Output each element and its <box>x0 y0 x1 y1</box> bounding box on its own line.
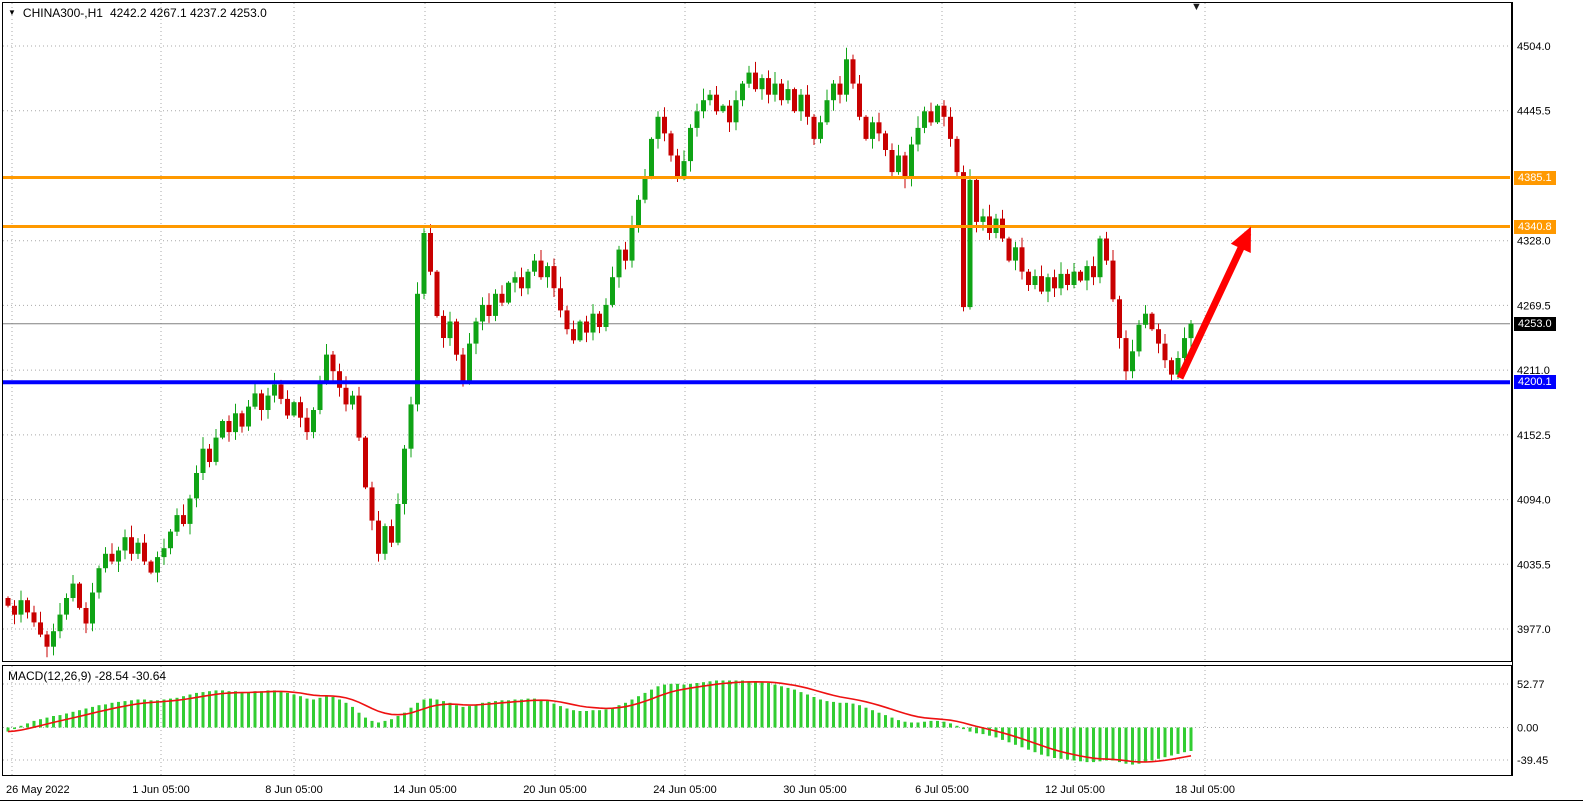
svg-text:4152.5: 4152.5 <box>1517 430 1551 442</box>
svg-text:-39.45: -39.45 <box>1517 755 1548 767</box>
svg-text:4094.0: 4094.0 <box>1517 495 1551 507</box>
svg-text:12 Jul 05:00: 12 Jul 05:00 <box>1045 784 1105 796</box>
price-level-badge-4340: 4340.8 <box>1514 220 1556 234</box>
svg-text:3977.0: 3977.0 <box>1517 624 1551 636</box>
svg-text:30 Jun 05:00: 30 Jun 05:00 <box>783 784 847 796</box>
svg-text:4211.0: 4211.0 <box>1517 365 1550 377</box>
price-level-badge-4200: 4200.1 <box>1514 375 1556 389</box>
chart-shift-marker-icon[interactable]: ▼ <box>1191 1 1202 13</box>
svg-text:4328.0: 4328.0 <box>1517 236 1551 248</box>
svg-text:8 Jun 05:00: 8 Jun 05:00 <box>265 784 323 796</box>
legend-ohlc-values: 4242.2 4267.1 4237.2 4253.0 <box>109 6 267 20</box>
chart-legend: ▼ CHINA300-,H1 4242.2 4267.1 4237.2 4253… <box>8 6 267 20</box>
svg-text:20 Jun 05:00: 20 Jun 05:00 <box>523 784 587 796</box>
svg-text:14 Jun 05:00: 14 Jun 05:00 <box>393 784 457 796</box>
current-price-badge: 4253.0 <box>1514 317 1556 331</box>
svg-text:18 Jul 05:00: 18 Jul 05:00 <box>1175 784 1235 796</box>
price-level-badge-4385: 4385.1 <box>1514 171 1556 185</box>
legend-symbol-period: CHINA300-,H1 <box>22 6 103 20</box>
svg-text:26 May 2022: 26 May 2022 <box>6 784 70 796</box>
svg-text:4269.5: 4269.5 <box>1517 300 1551 312</box>
svg-text:4035.5: 4035.5 <box>1517 559 1551 571</box>
svg-text:0.00: 0.00 <box>1517 723 1538 735</box>
symbol-dropdown-icon[interactable]: ▼ <box>8 8 16 17</box>
svg-text:6 Jul 05:00: 6 Jul 05:00 <box>915 784 969 796</box>
svg-text:24 Jun 05:00: 24 Jun 05:00 <box>653 784 717 796</box>
svg-text:4445.5: 4445.5 <box>1517 106 1551 118</box>
svg-text:1 Jun 05:00: 1 Jun 05:00 <box>132 784 190 796</box>
macd-indicator-label: MACD(12,26,9) -28.54 -30.64 <box>8 669 167 683</box>
svg-text:52.77: 52.77 <box>1517 679 1545 691</box>
svg-text:4504.0: 4504.0 <box>1517 41 1551 53</box>
